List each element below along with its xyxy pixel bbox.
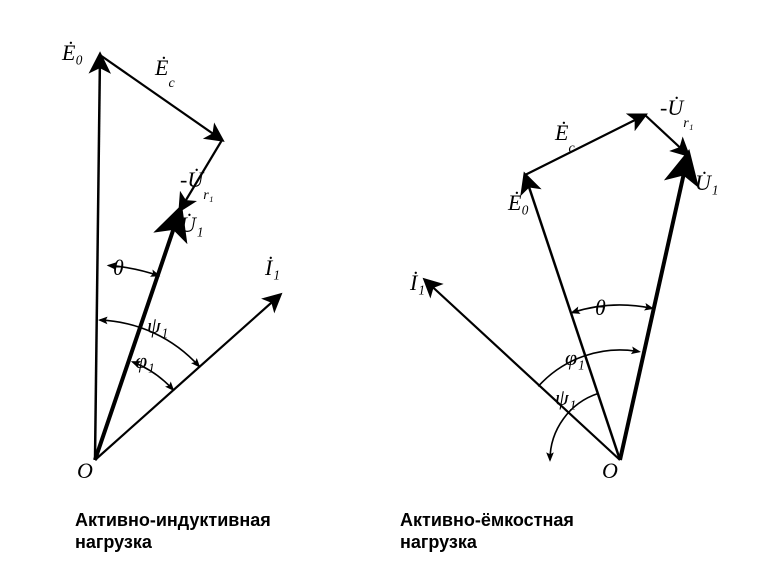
caption-right: Активно-ёмкостная нагрузка xyxy=(400,510,630,553)
caption-left: Активно-индуктивная нагрузка xyxy=(75,510,305,553)
svg-text:θ: θ xyxy=(595,295,606,320)
svg-text:θ: θ xyxy=(113,255,124,280)
svg-text:U̇₁: U̇₁ xyxy=(180,212,204,237)
svg-text:Ė₀: Ė₀ xyxy=(61,40,83,65)
phasor-diagrams-svg: O Ė₀ Ėc -U̇r₁ U̇₁ İ₁ θ ψ₁ φ₁ O Ė₀ Ėc -U̇r₁ U̇₁ İ₁ θ φ₁ ψ₁ xyxy=(0,0,760,582)
svg-text:O: O xyxy=(602,458,618,483)
svg-text:φ₁: φ₁ xyxy=(135,348,155,373)
svg-text:O: O xyxy=(77,458,93,483)
svg-text:φ₁: φ₁ xyxy=(565,345,585,370)
svg-text:U̇₁: U̇₁ xyxy=(695,170,719,195)
svg-text:ψ₁: ψ₁ xyxy=(147,313,168,338)
svg-text:Ėc: Ėc xyxy=(154,55,175,91)
svg-text:-U̇r₁: -U̇r₁ xyxy=(180,167,214,203)
svg-text:Ėc: Ėc xyxy=(554,120,575,156)
svg-text:ψ₁: ψ₁ xyxy=(555,385,576,410)
svg-text:İ₁: İ₁ xyxy=(409,270,425,295)
svg-text:-U̇r₁: -U̇r₁ xyxy=(660,95,694,131)
svg-text:İ₁: İ₁ xyxy=(264,255,280,280)
svg-text:Ė₀: Ė₀ xyxy=(507,190,529,215)
